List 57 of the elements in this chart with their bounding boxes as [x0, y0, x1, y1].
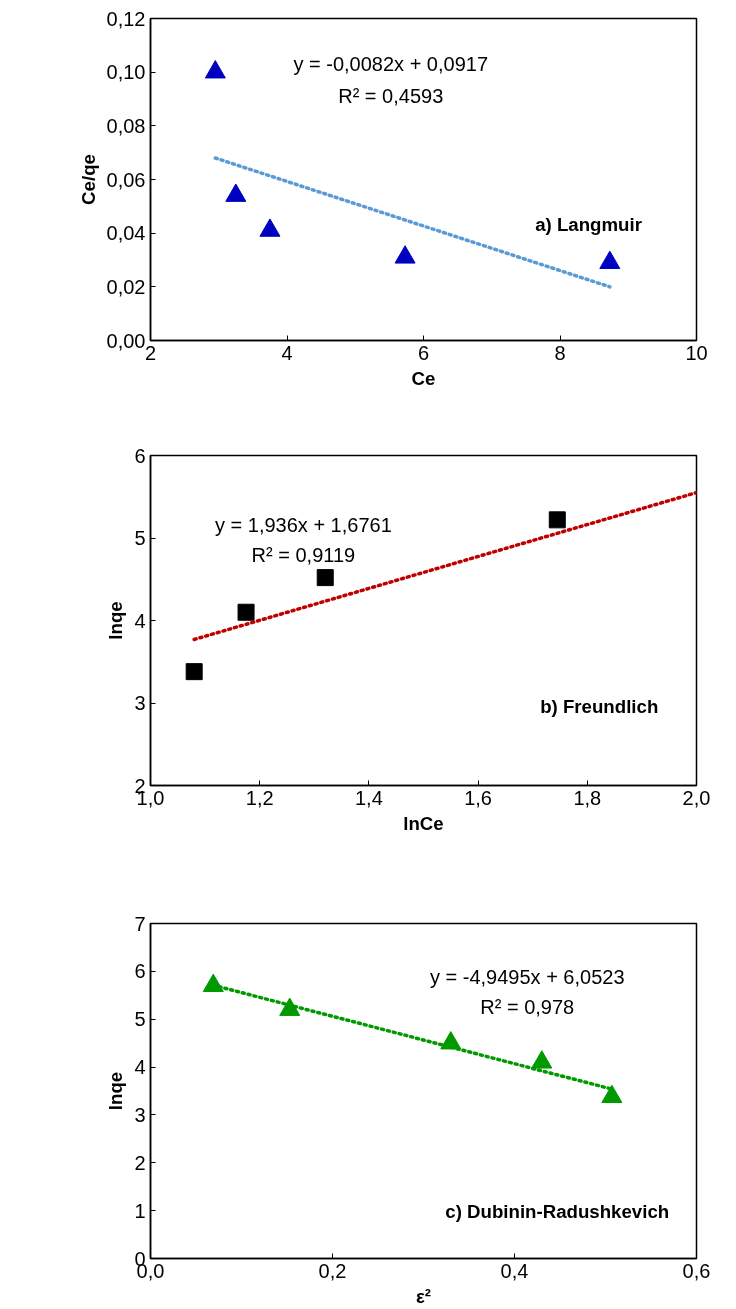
annotation: a) Langmuir: [535, 214, 642, 236]
y-tick-label: 4: [134, 1056, 146, 1079]
y-tick-label: 0,08: [106, 114, 146, 137]
x-tick-label: 8: [554, 341, 566, 364]
point: [601, 1084, 623, 1104]
y-tick-label: 3: [134, 1103, 146, 1126]
y-tick-label: 1: [134, 1199, 146, 1222]
x-tick-label: 4: [281, 341, 293, 364]
annotation: y = 1,936x + 1,6761: [214, 513, 392, 536]
x-axis-title: ε²: [415, 1285, 432, 1307]
point: [185, 663, 203, 681]
point: [225, 183, 247, 202]
annotation: R² = 0,4593: [338, 84, 444, 107]
x-tick-label: 10: [685, 341, 708, 364]
annotation: R² = 0,9119: [251, 543, 356, 566]
y-axis-title: Ce/qe: [77, 154, 99, 205]
y-axis-title: lnqe: [105, 1071, 127, 1111]
annotation: R² = 0,978: [480, 996, 575, 1019]
x-tick-label: 1,4: [355, 786, 383, 809]
y-tick-label: 2: [134, 1151, 146, 1174]
point: [279, 997, 301, 1016]
y-tick-label: 0,06: [106, 168, 146, 191]
y-tick-label: 0,00: [106, 329, 146, 352]
point: [259, 218, 281, 237]
point: [237, 603, 255, 621]
x-tick-label: 2,0: [682, 786, 711, 809]
y-tick-label: 4: [134, 609, 146, 632]
x-axis-title: lnCe: [403, 812, 444, 834]
x-tick-label: 1,8: [573, 786, 602, 809]
y-tick-label: 3: [134, 692, 146, 714]
x-tick-label: 1,6: [464, 786, 493, 809]
annotation: c) Dubinin-Radushkevich: [445, 1201, 670, 1223]
x-tick-label: 0,2: [318, 1259, 347, 1282]
x-axis-title: Ce: [411, 367, 436, 389]
y-tick-label: 0,12: [106, 7, 146, 30]
annotation: y = -0,0082x + 0,0917: [293, 52, 489, 75]
y-tick-label: 7: [134, 912, 146, 935]
point: [316, 569, 334, 587]
y-tick-label: 5: [134, 527, 146, 549]
point: [599, 250, 621, 269]
point: [531, 1050, 553, 1069]
x-tick-label: 0,6: [682, 1259, 711, 1282]
y-tick-label: 0,10: [106, 61, 146, 84]
y-tick-label: 6: [134, 444, 146, 467]
y-axis-title: lnqe: [105, 601, 127, 640]
point: [204, 60, 226, 79]
x-tick-label: 6: [417, 341, 430, 364]
y-tick-label: 0,02: [106, 275, 146, 298]
x-tick-label: 1,2: [245, 786, 274, 809]
point: [548, 511, 566, 529]
y-tick-label: 0,04: [106, 222, 146, 245]
annotation: y = -4,9495x + 6,0523: [429, 966, 625, 989]
point: [394, 245, 416, 264]
annotation: b) Freundlich: [540, 695, 659, 717]
y-tick-label: 6: [134, 960, 146, 983]
x-tick-label: 0,4: [500, 1259, 529, 1282]
y-tick-label: 5: [134, 1008, 146, 1031]
